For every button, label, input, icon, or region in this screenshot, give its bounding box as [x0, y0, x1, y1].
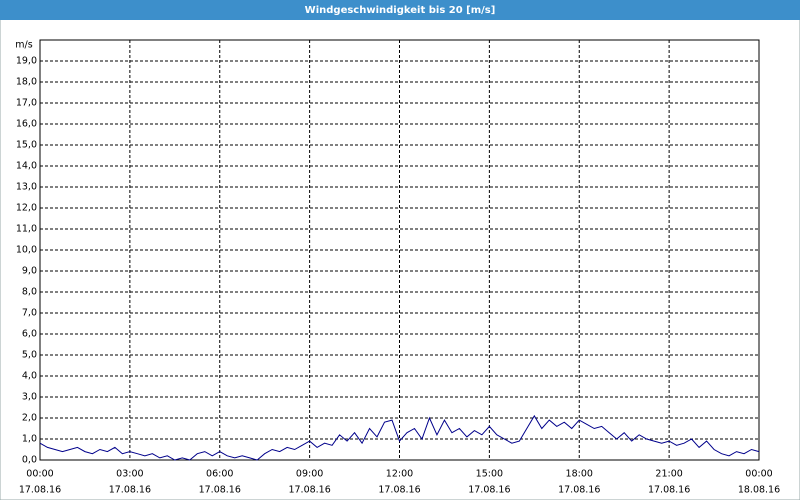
y-tick-label: 11,0 — [16, 224, 37, 235]
y-tick-label: 0,0 — [22, 455, 37, 466]
y-tick-label: 3,0 — [22, 392, 37, 403]
x-tick-date: 17.08.16 — [109, 485, 151, 496]
x-tick-date: 17.08.16 — [648, 485, 690, 496]
y-tick-label: 12,0 — [16, 203, 37, 214]
x-tick-date: 17.08.16 — [288, 485, 330, 496]
y-tick-label: 2,0 — [22, 413, 37, 424]
y-tick-label: 14,0 — [16, 161, 37, 172]
x-tick-label: 00:00 — [745, 469, 772, 480]
title-bar — [0, 0, 800, 20]
x-tick-date: 17.08.16 — [19, 485, 61, 496]
y-tick-label: 6,0 — [22, 329, 37, 340]
y-tick-label: 9,0 — [22, 266, 37, 277]
x-tick-label: 21:00 — [655, 469, 682, 480]
x-tick-label: 15:00 — [476, 469, 503, 480]
x-tick-label: 06:00 — [206, 469, 233, 480]
y-tick-label: 7,0 — [22, 308, 37, 319]
y-tick-label: 10,0 — [16, 245, 37, 256]
x-tick-label: 00:00 — [26, 469, 53, 480]
y-tick-label: 1,0 — [22, 434, 37, 445]
data-line — [39, 414, 760, 461]
x-tick-date: 17.08.16 — [558, 485, 600, 496]
y-tick-label: 18,0 — [16, 77, 37, 88]
y-tick-label: 5,0 — [22, 350, 37, 361]
y-tick-label: 19,0 — [16, 56, 37, 67]
y-tick-label: 17,0 — [16, 98, 37, 109]
y-tick-label: 4,0 — [22, 371, 37, 382]
x-tick-date: 17.08.16 — [199, 485, 241, 496]
x-tick-date: 18.08.16 — [738, 485, 780, 496]
x-tick-label: 12:00 — [386, 469, 413, 480]
x-tick-label: 03:00 — [116, 469, 143, 480]
x-tick-label: 18:00 — [566, 469, 593, 480]
y-axis-label: m/s — [15, 40, 32, 51]
chart-title: Windgeschwindigkeit bis 20 [m/s] — [305, 5, 496, 16]
y-tick-label: 15,0 — [16, 140, 37, 151]
y-tick-label: 8,0 — [22, 287, 37, 298]
plot-frame — [39, 39, 760, 461]
x-tick-date: 17.08.16 — [468, 485, 510, 496]
x-tick-label: 09:00 — [296, 469, 323, 480]
y-tick-label: 16,0 — [16, 119, 37, 130]
y-tick-label: 13,0 — [16, 182, 37, 193]
x-tick-date: 17.08.16 — [378, 485, 420, 496]
